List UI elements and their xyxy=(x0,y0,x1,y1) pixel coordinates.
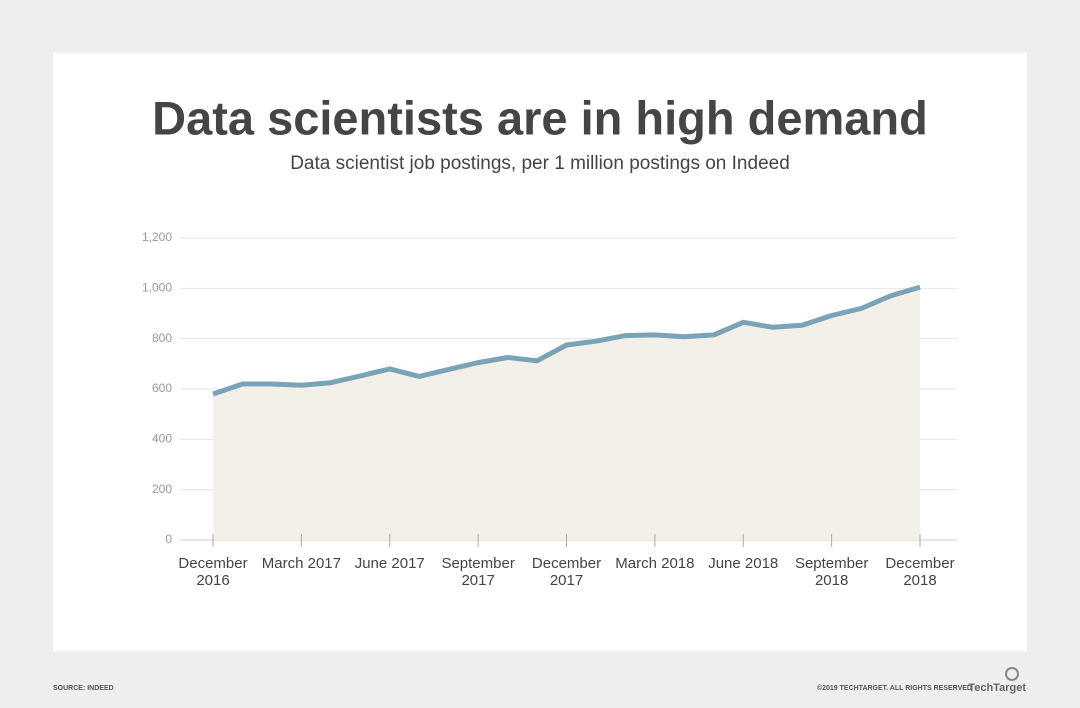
y-tick-label: 200 xyxy=(152,482,172,496)
y-tick-label: 1,000 xyxy=(142,281,172,295)
line xyxy=(212,284,921,397)
copyright: ©2019 TECHTARGET. ALL RIGHTS RESERVED xyxy=(817,684,972,692)
y-tick-label: 400 xyxy=(152,432,172,446)
x-tick-label: September 2017 xyxy=(441,555,515,589)
x-tick-label: September 2018 xyxy=(794,555,869,589)
x-tick-label: March 2018 xyxy=(615,555,695,572)
source: SOURCE: INDEED xyxy=(53,685,114,692)
x-tick-label: December 2016 xyxy=(178,555,248,589)
x-tick-label: June 2018 xyxy=(708,555,779,572)
y-tick-label: 600 xyxy=(152,381,172,395)
y-tick-label: 0 xyxy=(165,532,172,546)
chart-subtitle: Data scientist job postings, per 1 milli… xyxy=(290,153,790,174)
chart-title: Data scientists are in high demand xyxy=(152,91,928,144)
x-tick-label: December 2018 xyxy=(885,555,955,589)
x-tick-label: June 2017 xyxy=(354,555,425,572)
area xyxy=(213,287,920,540)
y-tick-label: 800 xyxy=(152,331,172,345)
x-tick-label: December 2017 xyxy=(531,555,602,589)
logo: TechTarget xyxy=(968,682,1026,694)
logo-icon xyxy=(1005,667,1019,681)
x-tick-label: March 2017 xyxy=(261,555,341,572)
y-tick-label: 1,200 xyxy=(142,230,172,244)
